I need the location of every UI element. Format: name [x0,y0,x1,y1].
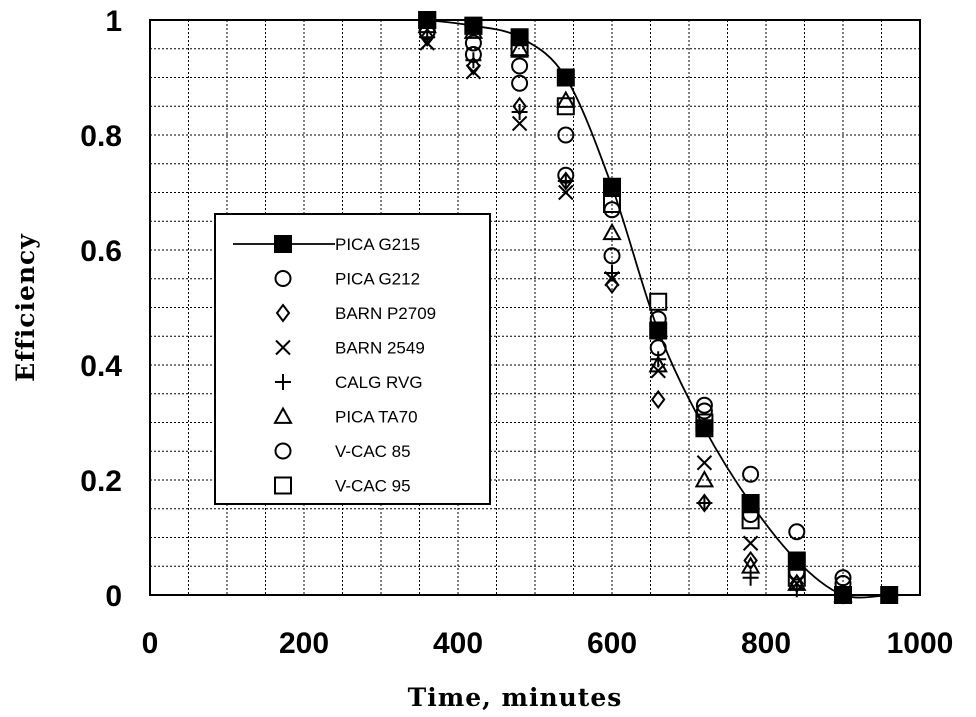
data-point [743,550,758,571]
data-point [558,184,574,201]
data-point [557,126,575,144]
y-tick-label: 0.8 [80,120,122,153]
legend-marker [275,339,291,356]
x-tick-label: 400 [433,627,483,660]
y-tick-label: 0.2 [80,465,122,498]
data-point [648,354,668,373]
data-point [787,551,806,570]
data-point [649,321,668,340]
data-point [510,28,529,47]
x-tick-label: 1000 [887,627,954,660]
data-point [742,535,759,551]
data-point [742,465,760,483]
data-point [650,389,666,410]
data-point [740,556,761,574]
data-point [464,16,483,35]
y-tick-label: 0 [105,580,122,613]
data-point [556,90,576,108]
legend-label: PICA G212 [335,270,420,289]
x-tick-label: 800 [741,627,791,660]
data-point [464,34,482,52]
legend-label: PICA G215 [335,235,420,254]
y-axis-ticks: 0 0.2 0.4 0.6 0.8 1 [80,5,122,613]
data-point [695,402,713,420]
x-axis-title: Time, minutes [408,683,623,712]
x-tick-label: 200 [279,627,329,660]
data-point [511,57,529,75]
data-point [511,104,528,120]
legend-label: CALG RVG [335,373,423,392]
data-point [694,469,715,488]
data-point [466,56,481,76]
x-axis-ticks: 0 200 400 600 800 1000 [142,627,954,660]
legend-marker [273,406,293,424]
data-point [788,523,806,541]
legend-label: V-CAC 95 [335,477,411,496]
data-point [603,247,621,265]
data-point [696,455,713,471]
data-point [787,573,807,591]
data-point [695,396,713,414]
data-point [741,511,760,530]
plot-frame [149,19,921,596]
data-point [603,177,621,196]
legend-marker [275,374,291,390]
data-point [650,351,667,368]
legend-item: PICA TA70 [273,406,418,427]
data-point [509,38,530,57]
legend-marker [274,476,292,495]
legend-marker [274,235,292,253]
x-tick-label: 0 [142,627,159,660]
data-point [787,568,806,587]
legend-item: CALG RVG [275,373,423,392]
series-barn-p2709 [419,27,851,605]
data-point [511,74,529,92]
legend-box [214,213,491,505]
legend-marker [274,442,292,460]
legend-item: PICA G215 [233,235,420,254]
x-tick-label: 600 [587,627,637,660]
data-point [696,495,713,511]
legend-label: PICA TA70 [335,408,418,427]
legend-label: V-CAC 85 [335,442,411,461]
data-point [695,419,714,438]
legend-item: V-CAC 85 [274,442,411,461]
data-point [465,52,482,69]
series-pica-g215 [418,11,899,604]
legend-items: PICA G215 PICA G212 BARN P2709 BARN 2549 CAL… [233,235,436,496]
data-point [556,97,575,116]
legend: PICA G215 PICA G212 BARN P2709 BARN 2549 CAL… [214,213,491,505]
y-tick-label: 0.6 [80,235,122,268]
legend-item: BARN 2549 [275,339,425,358]
legend-label: BARN 2549 [335,339,425,358]
y-tick-label: 1 [105,5,122,38]
y-axis-title: Efficiency [11,233,40,382]
data-point [741,494,760,512]
data-point [465,64,482,80]
legend-label: BARN P2709 [335,304,436,323]
legend-item: PICA G212 [274,270,420,289]
data-point [556,68,575,87]
legend-marker [274,270,292,287]
y-tick-label: 0.4 [80,350,122,383]
legend-item: BARN P2709 [275,303,436,323]
data-point [557,166,575,184]
data-point [604,265,620,281]
data-point [511,115,528,132]
legend-item: V-CAC 95 [274,476,411,496]
data-point [649,292,668,311]
data-point [602,222,622,241]
data-point [603,195,621,213]
legend-marker [275,303,291,323]
